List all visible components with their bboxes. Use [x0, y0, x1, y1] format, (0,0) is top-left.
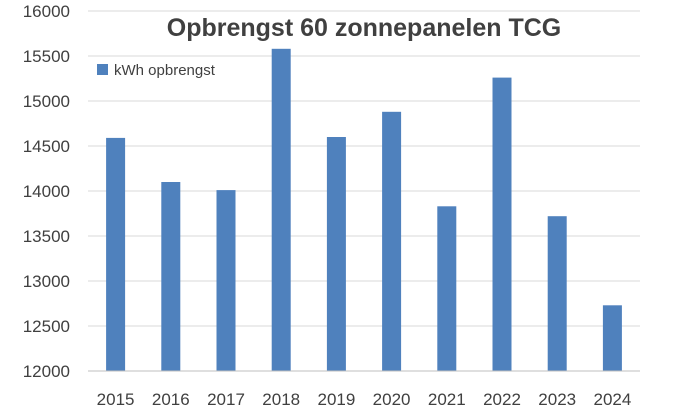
x-tick-label: 2016	[152, 390, 190, 409]
y-tick-label: 16000	[23, 2, 70, 21]
x-tick-label: 2015	[97, 390, 135, 409]
x-tick-label: 2021	[428, 390, 466, 409]
y-tick-label: 14000	[23, 182, 70, 201]
x-axis-ticks: 2015 2016 2017 2018 2019 2020 2021 2022 2023 2024	[97, 390, 632, 409]
y-tick-label: 13500	[23, 227, 70, 246]
chart-title: Opbrengst 60 zonnepanelen TCG	[167, 14, 562, 42]
y-tick-label: 15000	[23, 92, 70, 111]
y-tick-label: 12000	[23, 362, 70, 381]
bar-2018	[271, 48, 291, 372]
bar-2024	[602, 305, 622, 371]
y-tick-label: 12500	[23, 317, 70, 336]
bar-2016	[161, 182, 181, 371]
y-tick-label: 14500	[23, 137, 70, 156]
bars	[106, 48, 622, 372]
bar-2023	[547, 216, 567, 371]
legend-swatch	[97, 64, 108, 75]
legend-label: kWh opbrengst	[114, 62, 216, 79]
bar-2020	[382, 111, 402, 372]
y-tick-label: 13000	[23, 272, 70, 291]
x-tick-label: 2024	[593, 390, 631, 409]
bar-2019	[326, 137, 346, 371]
x-tick-label: 2020	[373, 390, 411, 409]
bar-2015	[106, 137, 126, 371]
x-tick-label: 2018	[262, 390, 300, 409]
y-axis-ticks: 12000 12500 13000 13500 14000 14500 15000 15500…	[23, 2, 70, 381]
y-tick-label: 15500	[23, 47, 70, 66]
x-tick-label: 2022	[483, 390, 521, 409]
bar-2022	[492, 77, 512, 371]
x-tick-label: 2023	[538, 390, 576, 409]
x-tick-label: 2017	[207, 390, 245, 409]
bar-2021	[437, 206, 457, 371]
legend: kWh opbrengst	[97, 62, 216, 79]
x-tick-label: 2019	[317, 390, 355, 409]
bar-2017	[216, 190, 236, 371]
